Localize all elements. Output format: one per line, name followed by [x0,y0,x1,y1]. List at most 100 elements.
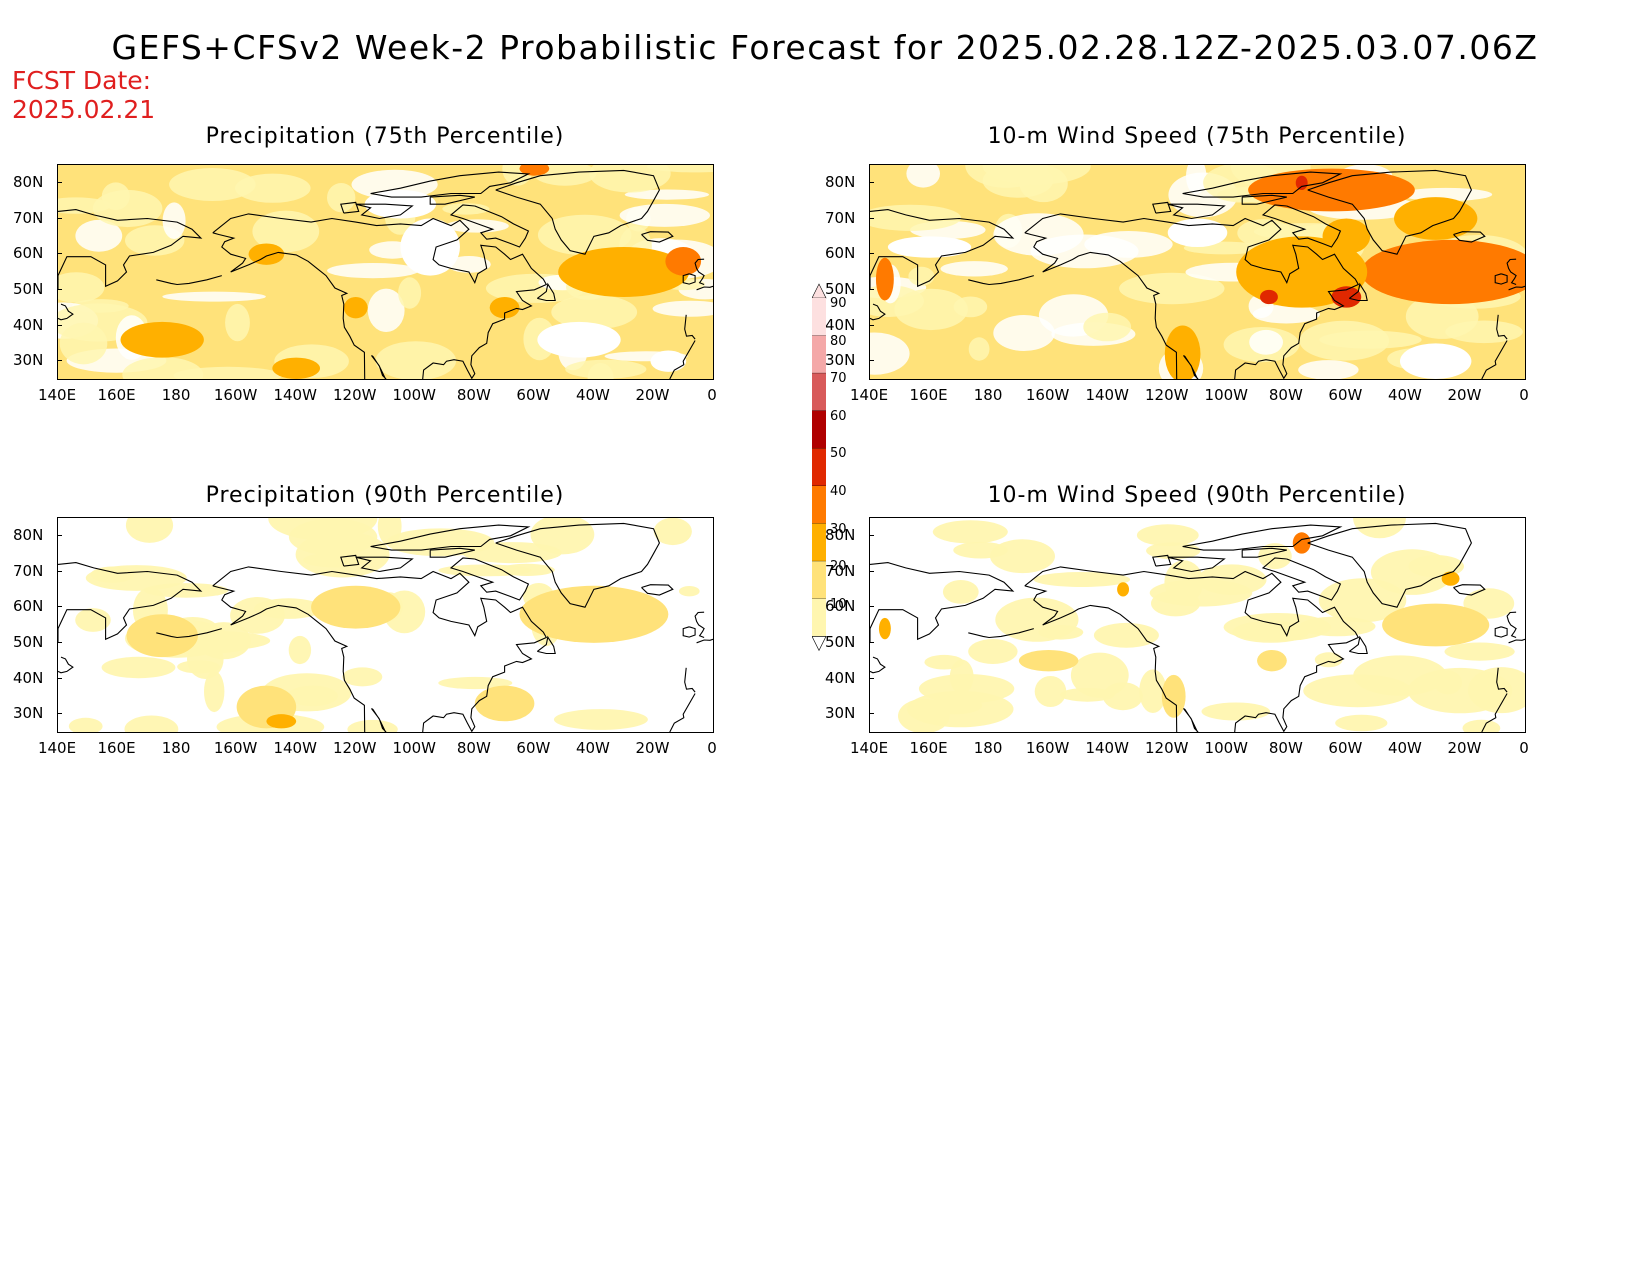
probability-patch [530,518,595,555]
coastline [1024,213,1360,379]
latitude-tick [57,360,62,362]
map-svg [58,165,713,379]
coastline [1494,626,1508,638]
probability-patch [953,541,1008,559]
coastline [536,635,556,655]
latitude-tick-label: 50N [825,279,856,298]
probability-patch [1146,542,1201,560]
coastline [340,554,360,567]
low-probability-area [887,236,972,258]
probability-patch [367,288,405,332]
map-area[interactable] [869,517,1526,733]
probability-contour [343,296,368,319]
longitude-tick-label: 100W [392,386,436,404]
longitude-tick-label: 80W [1268,386,1303,404]
probability-patch [908,266,935,286]
latitude-tick-label: 60N [825,244,856,263]
colorbar-label: 70 [830,371,847,387]
longitude-tick-label: 120W [1144,739,1189,757]
probability-patch [553,709,648,730]
latitude-tick [57,217,62,219]
map-svg [870,518,1525,732]
probability-patch [1335,714,1388,732]
probability-patch [327,263,419,279]
probability-contour [519,585,669,643]
longitude-tick-label: 20W [1447,739,1482,757]
map-area[interactable] [57,517,714,733]
latitude-tick [57,181,62,183]
probability-patch [125,518,174,543]
probability-patch [1399,187,1493,202]
latitude-tick-label: 80N [13,172,44,191]
probability-patch [1139,669,1167,713]
coastline [1494,273,1508,285]
coastline [684,314,696,340]
low-probability-area [400,218,460,276]
latitude-tick-label: 70N [13,561,44,580]
latitude-tick [869,360,874,362]
coastline [1024,566,1360,732]
latitude-tick [869,253,874,255]
probability-contour [878,617,891,640]
probability-patch [398,277,422,309]
colorbar-segment [812,523,826,562]
latitude-tick-label: 40N [825,315,856,334]
probability-patch [968,337,990,361]
probability-contour [266,714,297,729]
probability-patch [587,363,614,379]
coastline [968,275,1034,286]
coastline [58,209,203,290]
coastline [1241,194,1287,205]
longitude-tick-label: 100W [392,739,436,757]
latitude-tick-label: 40N [825,668,856,687]
longitude-tick-label: 60W [516,739,551,757]
probability-patch [347,719,398,732]
map-area[interactable] [57,164,714,380]
coastline [58,562,203,643]
coastline [212,585,366,732]
panel-title: Precipitation (75th Percentile) [205,124,565,149]
coastline [371,355,387,379]
forecast-date-value: 2025.02.21 [12,95,156,124]
longitude-tick-label: 20W [635,739,670,757]
latitude-tick [57,288,62,290]
probability-contour [1331,286,1362,308]
coastline [641,231,674,243]
longitude-tick-label: 60W [516,386,551,404]
colorbar-segment [812,598,826,637]
longitude-tick-label: 0 [707,739,717,757]
probability-patch [982,165,1091,185]
latitude-tick-label: 50N [13,279,44,298]
probability-patch [204,670,225,713]
probability-contour [248,243,285,265]
latitude-tick [57,641,62,643]
probability-patch [679,586,700,597]
probability-contour [126,614,198,658]
probability-contour [272,357,320,379]
coastline [1307,522,1473,608]
longitude-tick-label: 80W [456,386,491,404]
longitude-tick-label: 140W [273,386,317,404]
coastline [1481,340,1508,379]
probability-patch [924,654,964,670]
low-probability-area [1167,218,1228,248]
latitude-tick-label: 40N [13,668,44,687]
probability-patch [225,303,250,342]
longitude-tick-label: 0 [1519,386,1529,404]
latitude-tick-label: 60N [13,597,44,616]
longitude-tick-label: 80W [456,739,491,757]
probability-contour [1248,168,1415,212]
longitude-tick-label: 140E [849,739,889,757]
colorbar-segment [812,335,826,374]
map-area[interactable] [869,164,1526,380]
latitude-tick-label: 80N [13,525,44,544]
coastline [449,204,530,248]
latitude-tick [57,570,62,572]
probability-contour [311,585,401,629]
latitude-tick-label: 70N [825,561,856,580]
longitude-tick-label: 160W [213,739,258,757]
coastline [1167,203,1226,220]
probability-contour [1441,571,1460,586]
longitude-tick-label: 180 [973,739,1003,757]
latitude-tick-label: 30N [825,351,856,370]
